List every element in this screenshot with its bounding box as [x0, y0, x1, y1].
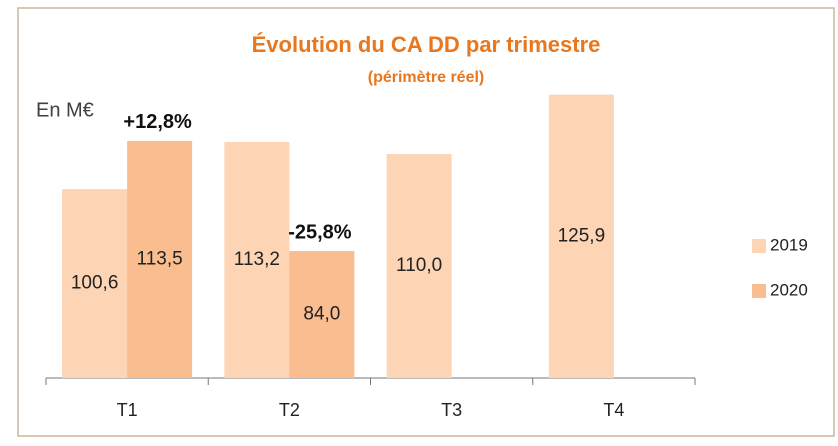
legend-label: 2020	[770, 280, 808, 299]
legend-swatch	[752, 239, 766, 253]
bar	[548, 94, 614, 378]
bar	[62, 189, 128, 378]
data-label: 100,6	[71, 273, 119, 294]
x-tick-label: T4	[603, 400, 624, 420]
legend-label: 2019	[770, 235, 808, 254]
data-label: 113,5	[137, 248, 183, 269]
chart-title: Évolution du CA DD par trimestre	[252, 32, 601, 57]
x-tick-label: T2	[279, 400, 300, 420]
bar	[386, 154, 452, 378]
data-label: 113,2	[234, 249, 280, 270]
annotation: -25,8%	[288, 221, 352, 243]
x-tick-label: T3	[441, 400, 462, 420]
annotation: +12,8%	[123, 111, 192, 133]
unit-label: En M€	[36, 99, 94, 121]
data-label: 125,9	[558, 225, 606, 246]
bar	[224, 142, 290, 378]
data-label: 110,0	[396, 255, 442, 276]
bar	[289, 251, 355, 378]
legend-swatch	[752, 284, 766, 298]
chart-subtitle: (périmètre réel)	[368, 69, 485, 86]
bar	[127, 140, 193, 378]
x-tick-label: T1	[117, 400, 138, 420]
data-label: 84,0	[303, 304, 340, 325]
